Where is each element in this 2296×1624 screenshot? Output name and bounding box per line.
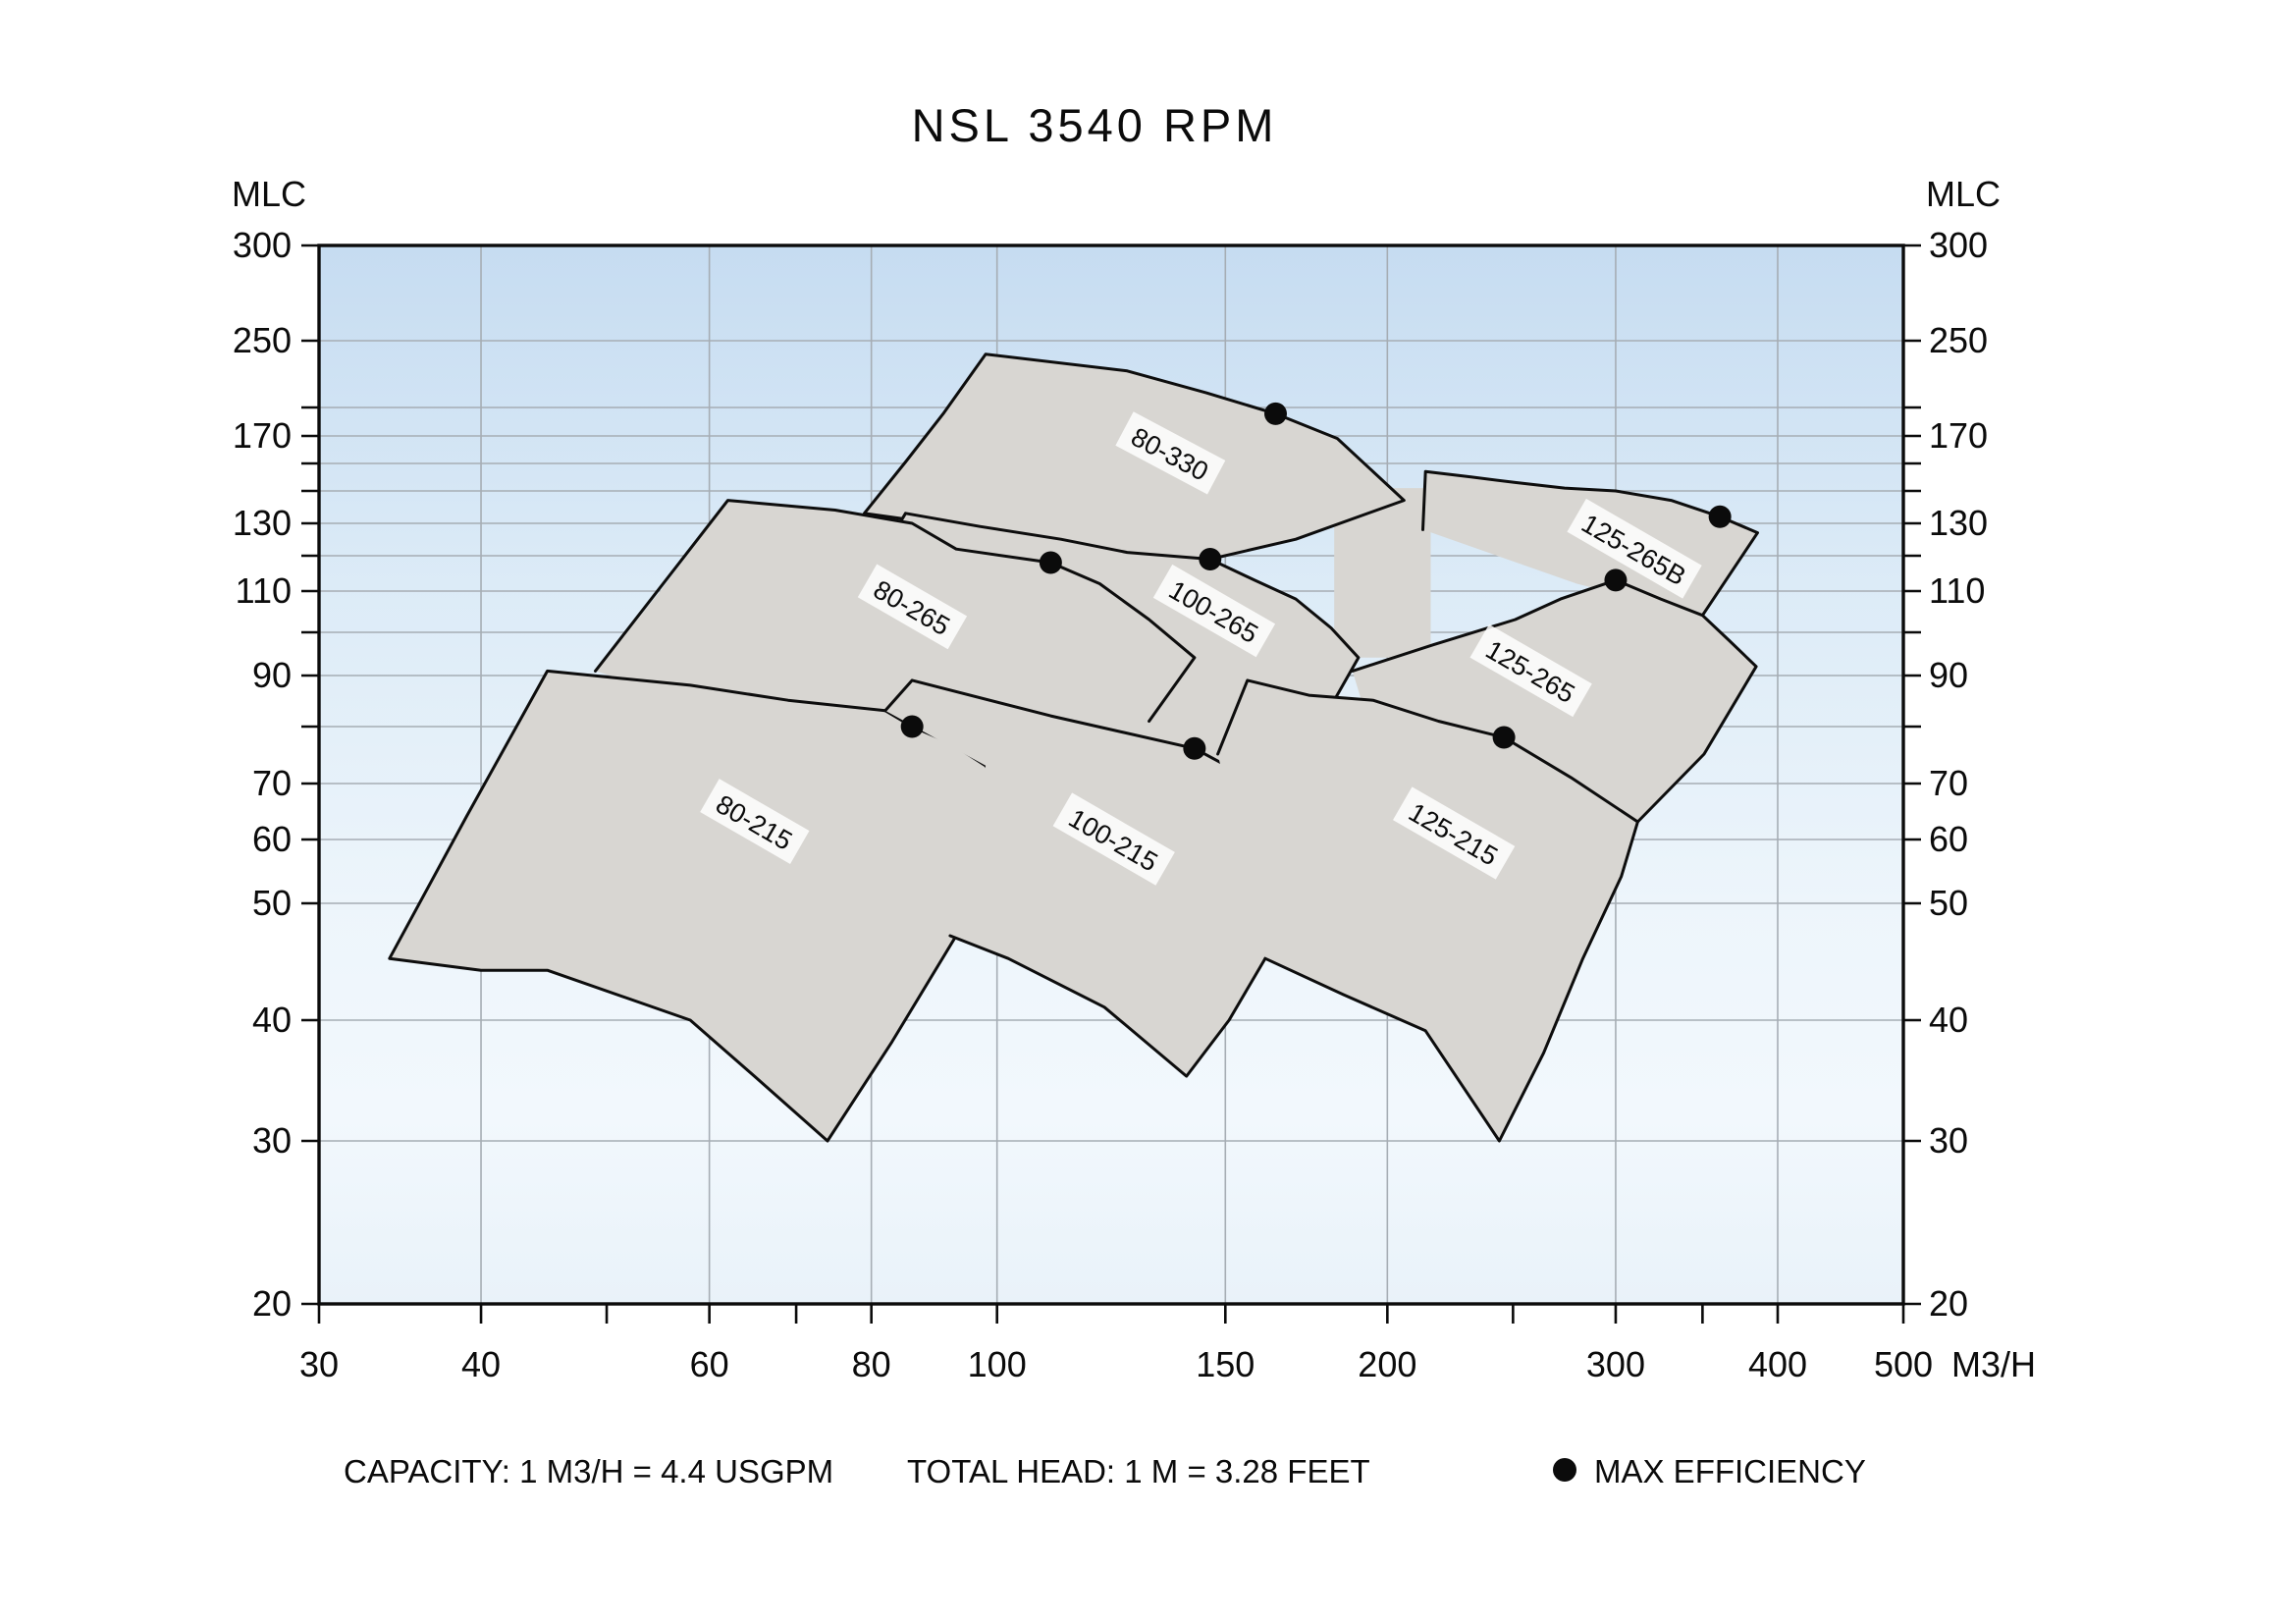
y-tick-label-right: 40 (1929, 1000, 1968, 1040)
legend-max-efficiency: MAX EFFICIENCY (1594, 1453, 1866, 1489)
y-tick-label-left: 20 (252, 1283, 292, 1324)
y-tick-label-left: 30 (252, 1120, 292, 1161)
max-efficiency-dots (900, 402, 1732, 760)
y-unit-left: MLC (232, 174, 306, 214)
y-tick-label-right: 70 (1929, 763, 1968, 803)
y-tick-label-left: 60 (252, 819, 292, 859)
max-efficiency-point-80-215 (900, 715, 924, 738)
envelope-80-265-outline (594, 499, 1197, 723)
envelope-label-bg (1469, 623, 1592, 718)
y-unit-right: MLC (1926, 174, 2001, 214)
envelope-label-bg (1052, 792, 1175, 886)
x-tick-label: 150 (1196, 1344, 1255, 1384)
y-tick-label-left: 110 (236, 570, 292, 611)
y-tick-label-left: 40 (252, 1000, 292, 1040)
chart-title: NSL 3540 RPM (912, 99, 1278, 151)
max-efficiency-point-125-265B (1708, 505, 1732, 528)
envelope-125-215-outline (1216, 678, 1639, 1143)
pump-envelopes (388, 352, 1759, 1143)
envelope-label-bg (1567, 498, 1702, 599)
max-efficiency-point-125-215 (1492, 726, 1516, 749)
envelope-label-bg (700, 779, 810, 864)
x-tick-label: 500 (1874, 1344, 1933, 1384)
max-efficiency-point-80-330 (1263, 402, 1287, 425)
y-tick-label-right: 250 (1929, 320, 1988, 360)
envelope-label-bg (1152, 564, 1276, 658)
legend-max-efficiency-dot (1553, 1458, 1576, 1482)
envelope-label-bg (1115, 411, 1226, 495)
x-tick-label: 80 (852, 1344, 891, 1384)
y-tick-label-left: 50 (252, 883, 292, 923)
y-tick-label-right: 50 (1929, 883, 1968, 923)
axis-ticks (301, 244, 1921, 1324)
envelope-filler-gap-fill (1334, 488, 1431, 658)
envelope-80-330-fill (864, 353, 1405, 563)
y-tick-label-right: 170 (1929, 415, 1988, 456)
x-tick-label: 30 (299, 1344, 339, 1384)
x-unit-label: M3/H (1951, 1344, 2036, 1384)
y-tick-label-right: 130 (1929, 503, 1988, 543)
envelope-125-265B-outline (1421, 469, 1759, 618)
y-tick-label-right: 20 (1929, 1283, 1968, 1324)
x-tick-label: 100 (968, 1344, 1027, 1384)
y-tick-label-left: 130 (233, 503, 292, 543)
legend-total-head: TOTAL HEAD: 1 M = 3.28 FEET (907, 1453, 1370, 1489)
y-tick-label-right: 30 (1929, 1120, 1968, 1161)
x-tick-label: 300 (1586, 1344, 1645, 1384)
y-tick-label-right: 90 (1929, 655, 1968, 695)
x-tick-label: 400 (1748, 1344, 1807, 1384)
legend-capacity: CAPACITY: 1 M3/H = 4.4 USGPM (344, 1453, 833, 1489)
axis-tick-labels: 300 300 250 250 170 170 130 130 110 110 90 90 70 70 60… (233, 225, 1988, 1384)
y-tick-label-left: 90 (252, 655, 292, 695)
x-tick-label: 60 (690, 1344, 729, 1384)
y-tick-label-right: 110 (1929, 570, 1985, 611)
y-tick-label-left: 170 (233, 415, 292, 456)
x-tick-label: 200 (1358, 1344, 1416, 1384)
y-tick-label-right: 60 (1929, 819, 1968, 859)
max-efficiency-point-100-265 (1199, 547, 1222, 570)
plot-frame (317, 244, 1905, 1306)
max-efficiency-point-100-215 (1183, 736, 1206, 760)
y-tick-label-right: 300 (1929, 225, 1988, 265)
envelope-80-330-outline (863, 352, 1406, 565)
y-tick-label-left: 300 (233, 225, 292, 265)
y-tick-label-left: 250 (233, 320, 292, 360)
max-efficiency-point-125-265 (1604, 568, 1628, 592)
x-tick-label: 40 (461, 1344, 501, 1384)
envelope-125-215-fill (1217, 679, 1638, 1141)
envelope-label-bg (857, 564, 968, 650)
y-tick-label-left: 70 (252, 763, 292, 803)
plot-border (317, 244, 1905, 1306)
envelope-label-bg (1393, 786, 1516, 880)
envelope-80-215-fill (389, 671, 1020, 1141)
max-efficiency-point-80-265 (1039, 551, 1062, 574)
